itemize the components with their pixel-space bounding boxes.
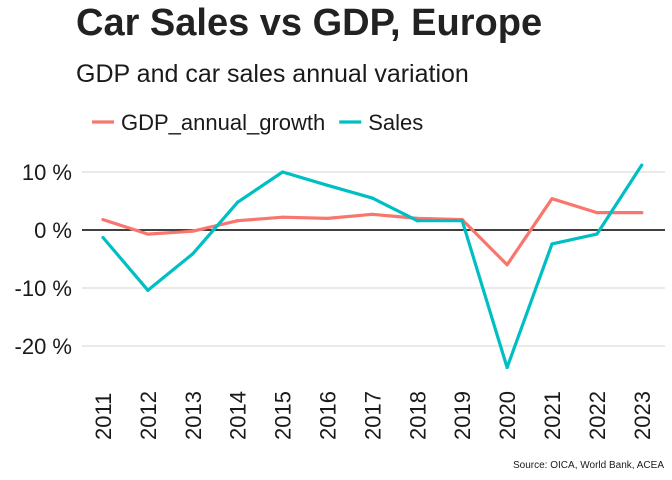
- legend-item: GDP_annual_growth: [92, 110, 325, 135]
- data-point: [325, 183, 330, 187]
- data-point: [640, 211, 644, 215]
- data-point: [460, 219, 464, 223]
- chart-title: Car Sales vs GDP, Europe: [76, 2, 543, 44]
- data-point: [595, 211, 599, 215]
- x-tick-label: 2023: [630, 391, 655, 440]
- data-point: [146, 288, 150, 292]
- x-tick-label: 2013: [181, 391, 206, 440]
- x-tick-label: 2016: [316, 391, 341, 440]
- data-point: [281, 215, 285, 219]
- y-tick-label: -10 %: [15, 276, 72, 301]
- x-tick-label: 2012: [136, 391, 161, 440]
- y-axis: 10 % 0 % -10 % -20 %: [15, 160, 72, 359]
- data-point: [415, 219, 419, 223]
- series-line-gdp: [102, 197, 642, 267]
- data-point: [281, 170, 285, 174]
- data-point: [370, 196, 374, 200]
- x-tick-label: 2022: [585, 391, 610, 440]
- x-tick-label: 2011: [91, 393, 116, 440]
- gridlines: [82, 171, 665, 347]
- x-tick-label: 2021: [540, 391, 565, 440]
- data-point: [191, 229, 195, 233]
- data-point: [550, 242, 554, 246]
- data-point: [101, 217, 105, 222]
- data-point: [505, 365, 509, 370]
- data-point: [236, 200, 240, 204]
- series-lines: [101, 163, 644, 370]
- series-line-sales: [101, 164, 644, 370]
- data-point: [640, 163, 644, 167]
- data-point: [101, 235, 105, 240]
- data-point: [191, 252, 195, 256]
- legend: GDP_annual_growth Sales: [92, 110, 423, 135]
- y-tick-label: 10 %: [22, 160, 72, 185]
- data-point: [595, 232, 599, 236]
- data-point: [505, 263, 509, 267]
- x-tick-label: 2014: [226, 391, 251, 440]
- data-point: [146, 232, 150, 236]
- x-tick-label: 2019: [450, 391, 475, 440]
- data-point: [325, 216, 330, 220]
- data-point: [236, 219, 240, 223]
- chart-subtitle: GDP and car sales annual variation: [76, 60, 469, 88]
- legend-label: GDP_annual_growth: [121, 110, 325, 135]
- x-axis: 2011 2012 2013 2014 2015 2016 2017 2018 2019 2020…: [91, 391, 655, 440]
- legend-item: Sales: [339, 110, 423, 135]
- y-tick-label: -20 %: [15, 334, 72, 359]
- x-tick-label: 2017: [360, 391, 385, 440]
- x-tick-label: 2015: [271, 391, 296, 440]
- data-point: [370, 212, 374, 216]
- source-caption: Source: OICA, World Bank, ACEA: [513, 460, 664, 471]
- y-tick-label: 0 %: [34, 218, 72, 243]
- x-tick-label: 2018: [405, 391, 430, 440]
- x-tick-label: 2020: [495, 391, 520, 440]
- legend-label: Sales: [368, 110, 423, 135]
- data-point: [550, 197, 554, 201]
